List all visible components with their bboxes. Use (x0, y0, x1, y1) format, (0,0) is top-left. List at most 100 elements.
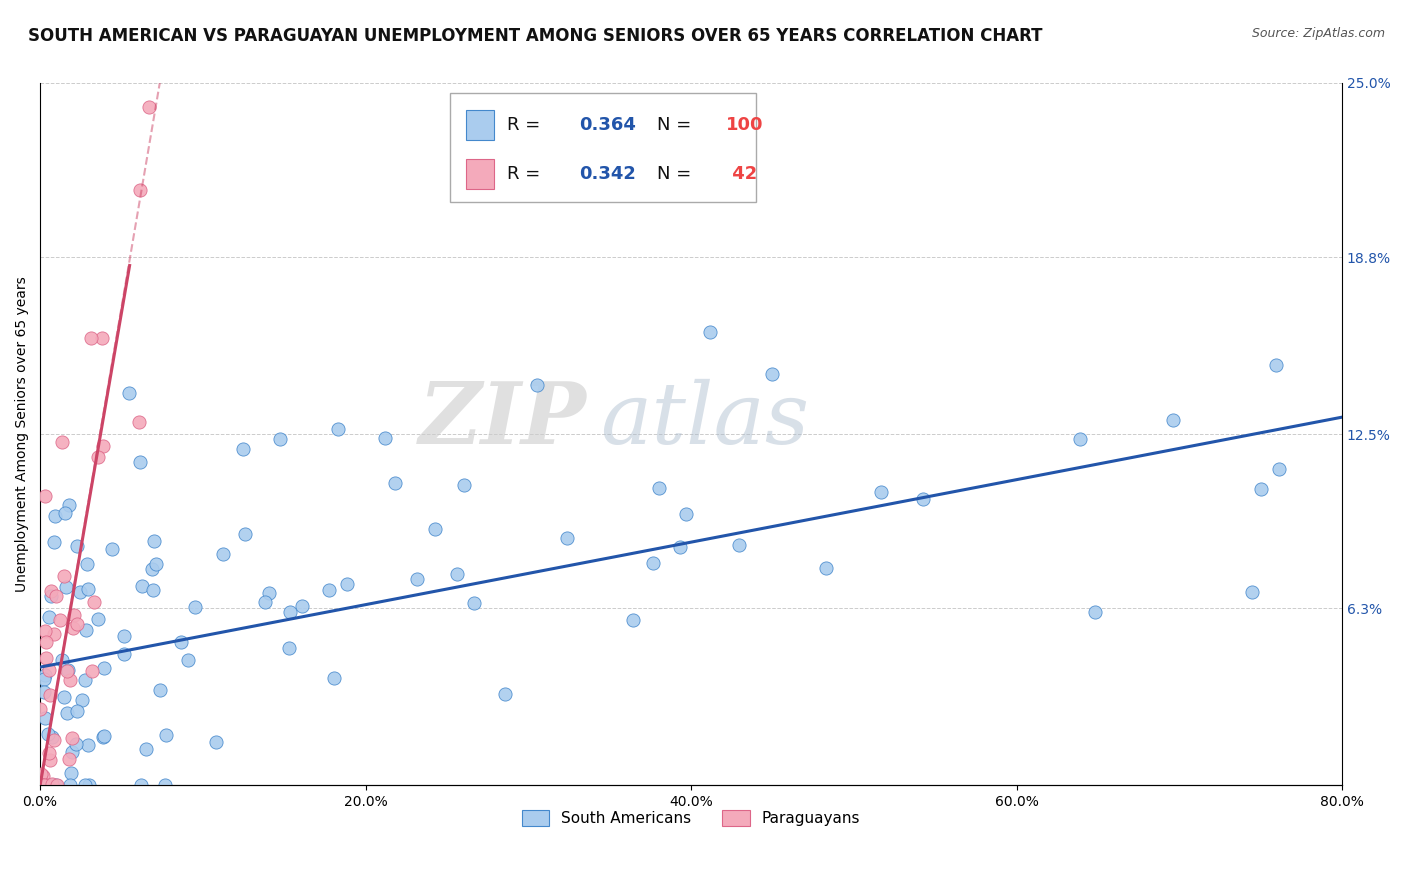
Point (77, 582, 100, 596)
Text: ZIP: ZIP (419, 378, 586, 462)
Point (34, 489, 56, 503)
Point (31, 778, 53, 792)
Point (66, 539, 89, 553)
Text: R =: R = (508, 165, 547, 183)
Point (118, 385, 141, 400)
Legend: South Americans, Paraguayans: South Americans, Paraguayans (515, 803, 868, 834)
Text: Source: ZipAtlas.com: Source: ZipAtlas.com (1251, 27, 1385, 40)
Point (35, 778, 58, 792)
Point (59, 778, 82, 792)
Point (912, 491, 935, 506)
Point (32, 778, 55, 792)
Text: 0.364: 0.364 (579, 116, 636, 134)
Point (668, 540, 690, 554)
Point (86, 612, 108, 626)
Point (34, 711, 56, 725)
Point (1265, 358, 1288, 372)
Point (75, 623, 97, 637)
Point (41, 730, 63, 744)
Point (30, 702, 52, 716)
Point (31, 778, 53, 792)
Point (51, 434, 73, 449)
Point (41, 589, 63, 603)
Point (34, 624, 56, 638)
Point (42, 534, 65, 549)
Point (38, 746, 60, 760)
Point (53, 690, 76, 705)
Point (675, 507, 697, 521)
FancyBboxPatch shape (450, 94, 756, 202)
Text: R =: R = (508, 116, 547, 134)
Point (80, 665, 103, 679)
Point (52, 569, 75, 583)
Point (453, 477, 475, 491)
Point (58, 498, 80, 512)
Point (38, 753, 60, 767)
Point (526, 377, 548, 392)
Point (59, 673, 82, 687)
Point (44, 509, 66, 524)
Point (143, 533, 166, 548)
Text: 100: 100 (727, 116, 763, 134)
Point (56, 706, 79, 720)
Point (463, 596, 485, 610)
Point (63, 607, 86, 622)
Point (141, 562, 163, 576)
Point (641, 557, 664, 571)
Point (77, 778, 100, 792)
Point (815, 561, 838, 575)
Point (62, 621, 84, 635)
Text: 0.342: 0.342 (579, 165, 636, 183)
Point (233, 527, 256, 541)
Point (494, 687, 516, 701)
Point (55, 580, 77, 594)
Point (232, 442, 254, 456)
Point (73, 673, 96, 687)
Point (34, 635, 56, 649)
Point (34, 651, 56, 665)
Point (93, 730, 115, 744)
Point (176, 652, 198, 666)
Y-axis label: Unemployment Among Seniors over 65 years: Unemployment Among Seniors over 65 years (15, 277, 30, 592)
Point (135, 742, 157, 756)
Point (145, 557, 167, 571)
Point (326, 422, 349, 436)
Point (38, 610, 60, 624)
Point (32, 685, 55, 699)
Point (623, 613, 645, 627)
Point (32, 778, 55, 792)
Point (318, 583, 340, 598)
Point (728, 538, 751, 552)
Point (37, 727, 59, 741)
Point (183, 600, 205, 615)
Point (374, 431, 396, 445)
Text: SOUTH AMERICAN VS PARAGUAYAN UNEMPLOYMENT AMONG SENIORS OVER 65 YEARS CORRELATIO: SOUTH AMERICAN VS PARAGUAYAN UNEMPLOYMEN… (28, 27, 1043, 45)
Point (555, 532, 578, 546)
Point (128, 455, 150, 469)
Point (38, 688, 60, 702)
Point (280, 605, 302, 619)
Point (60, 745, 83, 759)
Point (1084, 605, 1107, 619)
Point (128, 183, 150, 197)
Point (170, 634, 193, 648)
Point (384, 475, 406, 490)
Point (58, 752, 80, 766)
Point (204, 735, 226, 749)
Point (35, 778, 58, 792)
Point (323, 671, 346, 685)
Point (73, 778, 96, 792)
Point (278, 641, 301, 656)
Point (1268, 462, 1291, 476)
Point (44, 733, 66, 747)
Point (60, 731, 83, 745)
Point (254, 594, 277, 608)
Point (69, 585, 91, 599)
Point (91, 439, 114, 453)
Point (38, 663, 60, 677)
Point (93, 729, 115, 743)
FancyBboxPatch shape (465, 160, 495, 189)
Point (336, 577, 359, 591)
Text: N =: N = (657, 116, 697, 134)
Point (112, 629, 135, 643)
